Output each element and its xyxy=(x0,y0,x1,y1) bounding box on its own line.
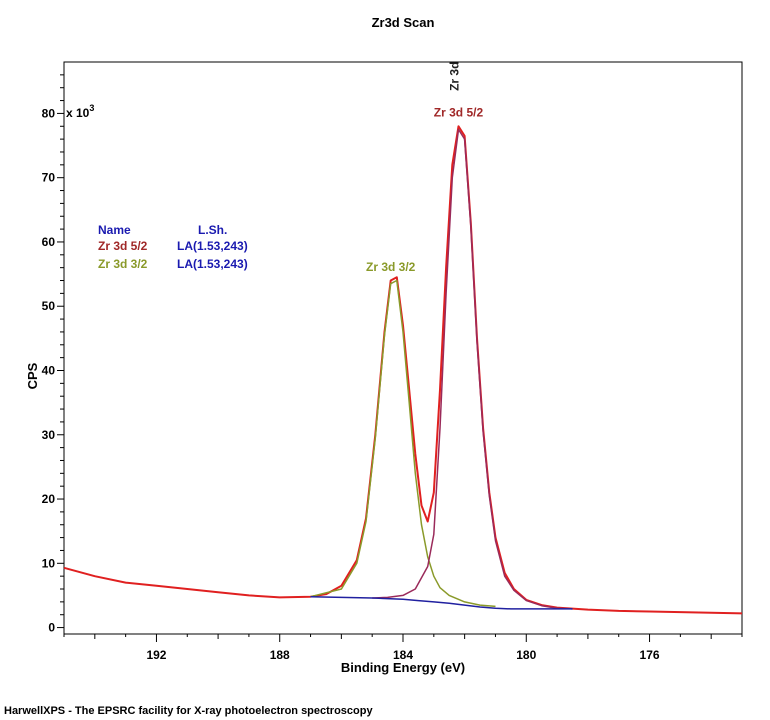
legend-row-name: Zr 3d 5/2 xyxy=(98,239,148,253)
series-group xyxy=(63,125,743,615)
y-axis-label: CPS xyxy=(25,362,40,389)
plot-frame xyxy=(63,61,743,635)
peak-annotation: Zr 3d xyxy=(447,62,461,91)
y-tick-label: 30 xyxy=(42,428,56,442)
legend-header-lsh: L.Sh. xyxy=(198,223,227,237)
x-tick-label: 184 xyxy=(393,648,413,662)
legend-header-name: Name xyxy=(98,223,131,237)
background-line xyxy=(310,595,573,610)
y-tick-label: 40 xyxy=(42,363,56,377)
y-tick-label: 70 xyxy=(42,171,56,185)
zr3d52-component-line xyxy=(372,128,573,610)
y-tick-label: 60 xyxy=(42,235,56,249)
x-tick-label: 188 xyxy=(270,648,290,662)
axis-ticks: 192 188 184 180 176 0 10 20 30 40 50 60 70 80 xyxy=(42,74,743,662)
x-tick-label: 180 xyxy=(516,648,536,662)
legend: Name L.Sh. Zr 3d 5/2 LA(1.53,243) Zr 3d … xyxy=(98,223,248,271)
legend-row-name: Zr 3d 3/2 xyxy=(98,257,148,271)
annotation-group: Zr 3d 3/2 Zr 3d 5/2 Zr 3d xyxy=(366,62,483,274)
x-tick-label: 176 xyxy=(640,648,660,662)
chart-title: Zr3d Scan xyxy=(372,15,435,30)
legend-row-lsh: LA(1.53,243) xyxy=(177,239,248,253)
legend-row-lsh: LA(1.53,243) xyxy=(177,257,248,271)
y-tick-label: 80 xyxy=(42,106,56,120)
y-tick-label: 10 xyxy=(42,556,56,570)
envelope-line xyxy=(63,125,743,615)
y-multiplier: x 103 xyxy=(66,103,94,120)
peak-annotation: Zr 3d 3/2 xyxy=(366,260,416,274)
y-tick-label: 20 xyxy=(42,492,56,506)
y-tick-label: 0 xyxy=(48,621,55,635)
x-axis-label: Binding Energy (eV) xyxy=(341,660,465,675)
x-tick-label: 192 xyxy=(146,648,166,662)
zr3d32-component-line xyxy=(310,279,496,608)
peak-annotation: Zr 3d 5/2 xyxy=(434,106,484,120)
footer-credit: HarwellXPS - The EPSRC facility for X-ra… xyxy=(4,705,373,717)
y-tick-label: 50 xyxy=(42,299,56,313)
